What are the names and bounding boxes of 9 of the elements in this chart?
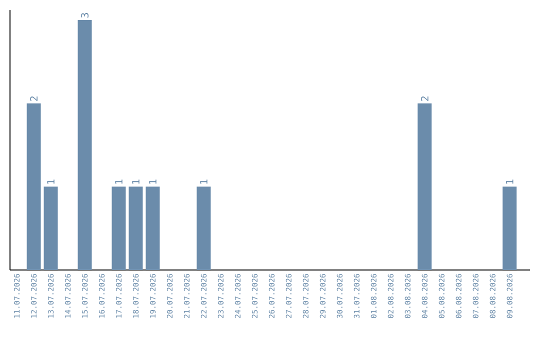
- data-label: 1: [132, 180, 140, 184]
- data-label: 1: [115, 180, 122, 184]
- data-label: 2: [30, 96, 38, 101]
- data-label: 1: [200, 180, 208, 184]
- data-label: 3: [80, 13, 89, 18]
- data-label: 1: [506, 180, 514, 184]
- data-label: 2: [420, 96, 428, 101]
- data-label: 1: [47, 180, 54, 184]
- data-label: 1: [149, 180, 156, 184]
